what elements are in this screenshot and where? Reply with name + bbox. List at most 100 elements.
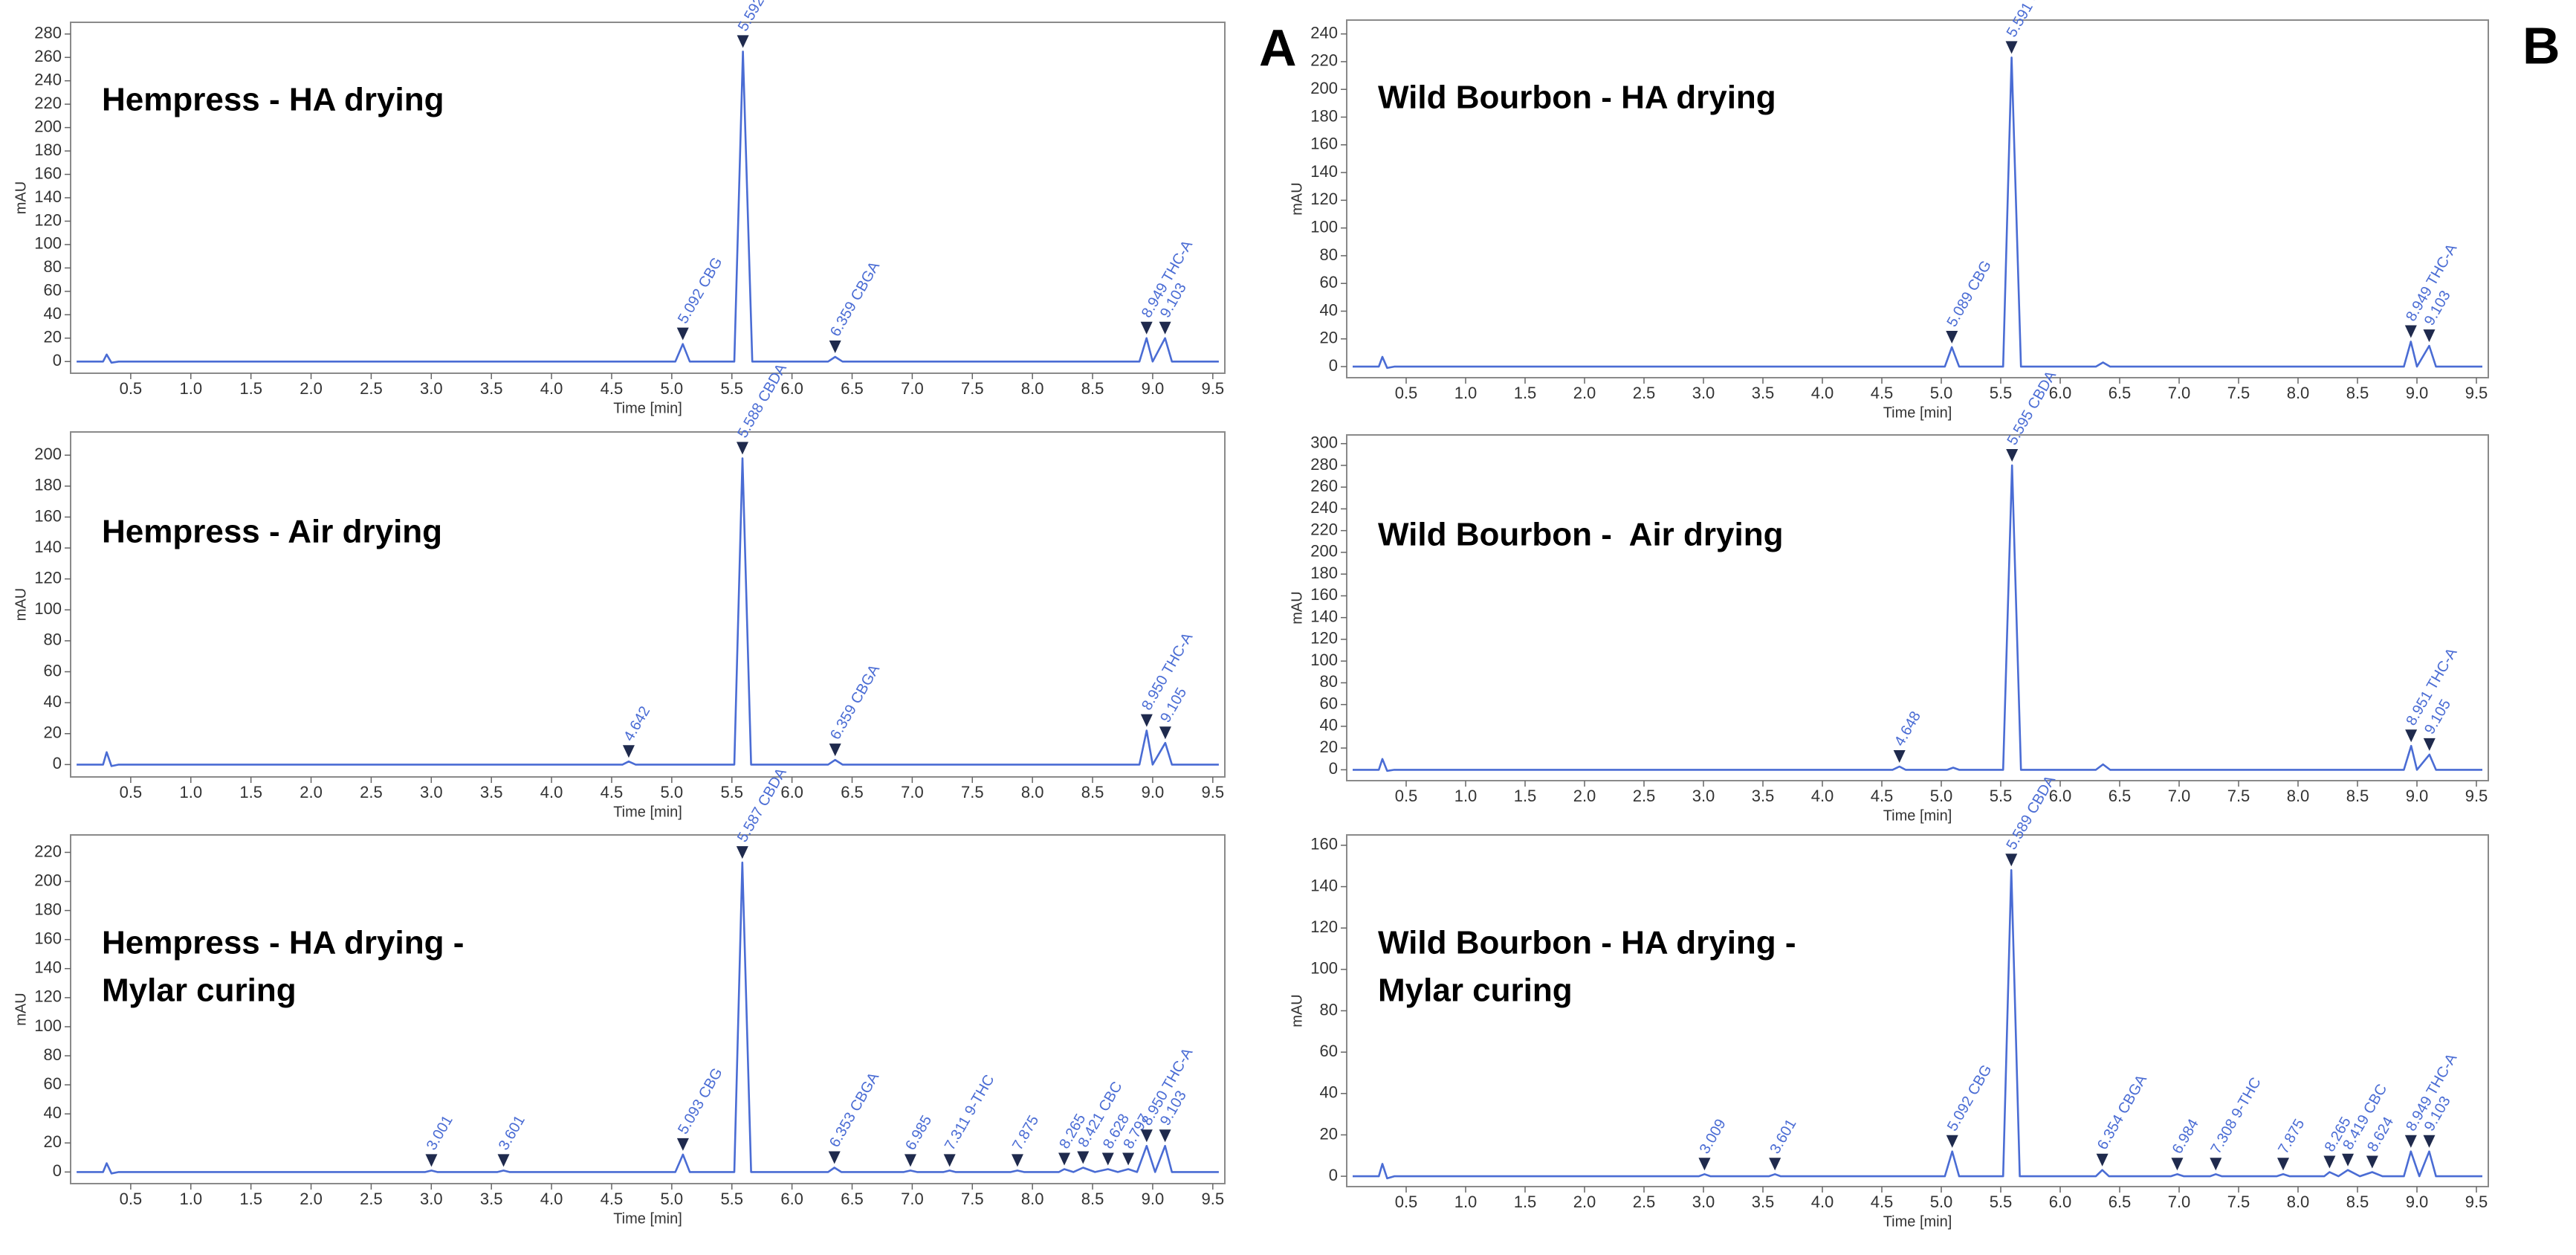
x-tick-label: 5.0 — [1930, 1193, 1953, 1211]
peak-marker — [736, 846, 748, 859]
plot-area — [1346, 19, 2489, 378]
y-tick-label: 200 — [1310, 79, 1338, 97]
y-tick-label: 120 — [1310, 629, 1338, 648]
plot-area — [1346, 434, 2489, 781]
chart-title: Mylar curing — [102, 972, 297, 1009]
peak-marker — [1159, 321, 1171, 335]
y-tick-label: 80 — [1320, 672, 1338, 691]
y-tick-label: 180 — [34, 476, 62, 494]
y-tick-label: 20 — [44, 328, 62, 346]
x-tick-label: 8.0 — [1021, 379, 1044, 398]
x-tick-label: 4.0 — [1811, 384, 1834, 402]
x-tick-label: 8.5 — [2346, 1193, 2369, 1211]
y-axis-label: mAU — [13, 993, 29, 1025]
peak-marker — [2423, 738, 2436, 751]
chart-title: Hempress - Air drying — [102, 514, 442, 550]
x-axis-label: Time [min] — [1883, 1213, 1952, 1230]
x-tick-label: 3.0 — [420, 783, 443, 801]
x-tick-label: 3.0 — [420, 379, 443, 398]
peak-marker — [904, 1154, 916, 1167]
x-tick-label: 7.0 — [901, 379, 924, 398]
x-tick-label: 0.5 — [1395, 384, 1418, 402]
x-tick-label: 5.5 — [720, 1190, 743, 1208]
y-tick-label: 280 — [1310, 455, 1338, 474]
chart-title: Hempress - HA drying — [102, 82, 444, 118]
x-tick-label: 2.5 — [360, 783, 383, 801]
y-tick-label: 300 — [1310, 433, 1338, 452]
x-tick-label: 1.0 — [179, 1190, 202, 1208]
peak-marker — [1946, 330, 1958, 343]
y-tick-label: 0 — [1329, 759, 1338, 778]
x-tick-label: 2.0 — [1573, 1193, 1596, 1211]
y-tick-label: 100 — [1310, 959, 1338, 978]
peak-marker — [829, 743, 841, 757]
x-tick-label: 2.0 — [1573, 787, 1596, 805]
peak-marker — [1893, 749, 1906, 763]
peak-marker — [2342, 1153, 2355, 1167]
y-tick-label: 200 — [34, 871, 62, 889]
y-tick-label: 80 — [44, 257, 62, 276]
y-tick-label: 220 — [1310, 520, 1338, 538]
peak-marker — [676, 327, 689, 341]
y-tick-label: 180 — [1310, 106, 1338, 125]
chart-title: Wild Bourbon - Air drying — [1378, 517, 1783, 553]
x-tick-label: 7.5 — [2227, 787, 2250, 805]
x-tick-label: 4.0 — [1811, 1193, 1834, 1211]
chart: 0.5 1.0 1.5 2.0 2.5 3.0 3.5 4.0 4.5 5.0 5.5 6.0 6.5 7… — [1289, 772, 2489, 1230]
x-tick-label: 3.5 — [1752, 1193, 1775, 1211]
x-tick-label: 7.0 — [2168, 384, 2191, 402]
peak-marker — [1140, 714, 1153, 727]
y-tick-label: 20 — [44, 723, 62, 742]
trace — [1353, 869, 2482, 1180]
y-tick-label: 180 — [34, 900, 62, 918]
x-tick-label: 3.5 — [1752, 384, 1775, 402]
y-tick-label: 120 — [34, 568, 62, 587]
peak-marker — [676, 1138, 689, 1151]
y-tick-label: 240 — [1310, 498, 1338, 517]
y-tick-label: 140 — [34, 958, 62, 977]
peak-marker — [1769, 1158, 1781, 1171]
peak-marker — [2096, 1153, 2109, 1167]
y-tick-label: 20 — [1320, 738, 1338, 756]
x-tick-label: 3.0 — [420, 1190, 443, 1208]
x-tick-label: 4.0 — [540, 1190, 563, 1208]
y-tick-label: 160 — [1310, 835, 1338, 854]
x-tick-label: 1.5 — [239, 379, 262, 398]
x-tick-label: 7.0 — [901, 783, 924, 801]
x-tick-label: 7.5 — [2227, 1193, 2250, 1211]
y-tick-label: 180 — [1310, 564, 1338, 582]
peak-marker — [1159, 726, 1171, 740]
x-tick-label: 2.0 — [1573, 384, 1596, 402]
peak-marker — [828, 1151, 841, 1164]
x-tick-label: 7.5 — [961, 1190, 984, 1208]
x-tick-label: 2.0 — [300, 379, 323, 398]
x-tick-label: 5.0 — [1930, 384, 1953, 402]
y-tick-label: 80 — [1320, 1000, 1338, 1019]
y-tick-label: 60 — [1320, 694, 1338, 712]
x-tick-label: 6.0 — [2049, 384, 2072, 402]
y-tick-label: 220 — [1310, 51, 1338, 70]
x-tick-label: 3.0 — [1692, 787, 1715, 805]
peak-marker — [1101, 1152, 1114, 1166]
plot-area — [70, 431, 1226, 778]
peak-marker — [2171, 1158, 2184, 1171]
x-tick-label: 8.5 — [1081, 1190, 1104, 1208]
x-tick-label: 0.5 — [120, 1190, 143, 1208]
y-tick-label: 100 — [34, 234, 62, 253]
x-tick-label: 2.0 — [300, 783, 323, 801]
chart-title: Mylar curing — [1378, 972, 1573, 1009]
peak-marker — [829, 340, 841, 353]
x-tick-label: 5.5 — [1990, 787, 2013, 805]
peak-marker — [497, 1154, 510, 1167]
y-tick-label: 180 — [34, 141, 62, 159]
x-tick-label: 4.0 — [540, 783, 563, 801]
trace — [77, 457, 1219, 767]
y-tick-label: 160 — [34, 506, 62, 525]
peak-marker — [1140, 321, 1153, 335]
x-tick-label: 7.5 — [2227, 384, 2250, 402]
x-tick-label: 6.5 — [841, 783, 864, 801]
peak-marker — [2210, 1158, 2222, 1171]
x-tick-label: 9.5 — [2465, 787, 2488, 805]
x-tick-label: 6.0 — [780, 1190, 803, 1208]
